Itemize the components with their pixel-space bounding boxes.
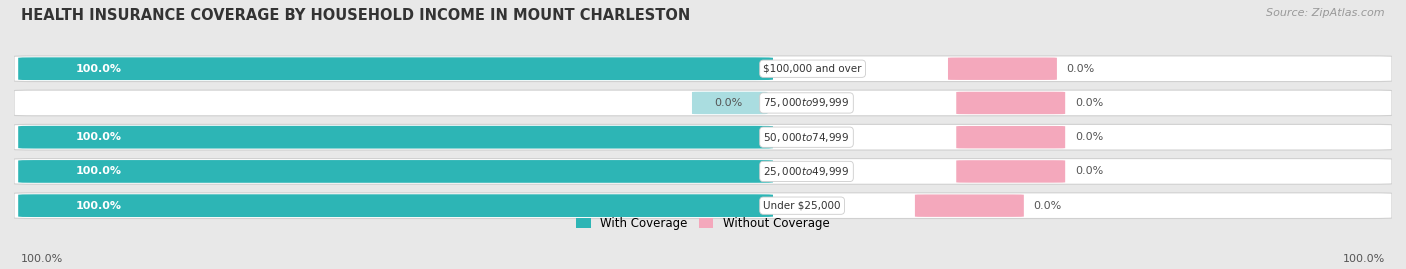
FancyBboxPatch shape	[14, 124, 1392, 150]
Text: $25,000 to $49,999: $25,000 to $49,999	[763, 165, 849, 178]
FancyBboxPatch shape	[18, 126, 773, 148]
Text: 0.0%: 0.0%	[714, 98, 742, 108]
Text: Under $25,000: Under $25,000	[763, 201, 841, 211]
Text: Source: ZipAtlas.com: Source: ZipAtlas.com	[1267, 8, 1385, 18]
FancyBboxPatch shape	[18, 57, 773, 80]
FancyBboxPatch shape	[14, 56, 1392, 82]
Legend: With Coverage, Without Coverage: With Coverage, Without Coverage	[572, 213, 834, 235]
Text: 100.0%: 100.0%	[76, 64, 122, 74]
Text: 100.0%: 100.0%	[21, 254, 63, 264]
Text: 0.0%: 0.0%	[1074, 98, 1104, 108]
FancyBboxPatch shape	[948, 58, 1057, 80]
Text: $75,000 to $99,999: $75,000 to $99,999	[763, 97, 849, 109]
Text: 0.0%: 0.0%	[1074, 132, 1104, 142]
FancyBboxPatch shape	[14, 193, 1392, 218]
Text: $100,000 and over: $100,000 and over	[763, 64, 862, 74]
Text: 100.0%: 100.0%	[76, 201, 122, 211]
Text: 0.0%: 0.0%	[1074, 167, 1104, 176]
Text: 0.0%: 0.0%	[1033, 201, 1062, 211]
FancyBboxPatch shape	[14, 90, 1392, 116]
Text: $50,000 to $74,999: $50,000 to $74,999	[763, 131, 849, 144]
Text: 100.0%: 100.0%	[76, 132, 122, 142]
Text: 0.0%: 0.0%	[1067, 64, 1095, 74]
FancyBboxPatch shape	[692, 92, 768, 114]
FancyBboxPatch shape	[956, 126, 1066, 148]
FancyBboxPatch shape	[915, 194, 1024, 217]
FancyBboxPatch shape	[956, 160, 1066, 183]
Text: 100.0%: 100.0%	[1343, 254, 1385, 264]
Text: HEALTH INSURANCE COVERAGE BY HOUSEHOLD INCOME IN MOUNT CHARLESTON: HEALTH INSURANCE COVERAGE BY HOUSEHOLD I…	[21, 8, 690, 23]
FancyBboxPatch shape	[14, 159, 1392, 184]
FancyBboxPatch shape	[18, 194, 773, 217]
FancyBboxPatch shape	[956, 92, 1066, 114]
Text: 100.0%: 100.0%	[76, 167, 122, 176]
FancyBboxPatch shape	[18, 160, 773, 183]
